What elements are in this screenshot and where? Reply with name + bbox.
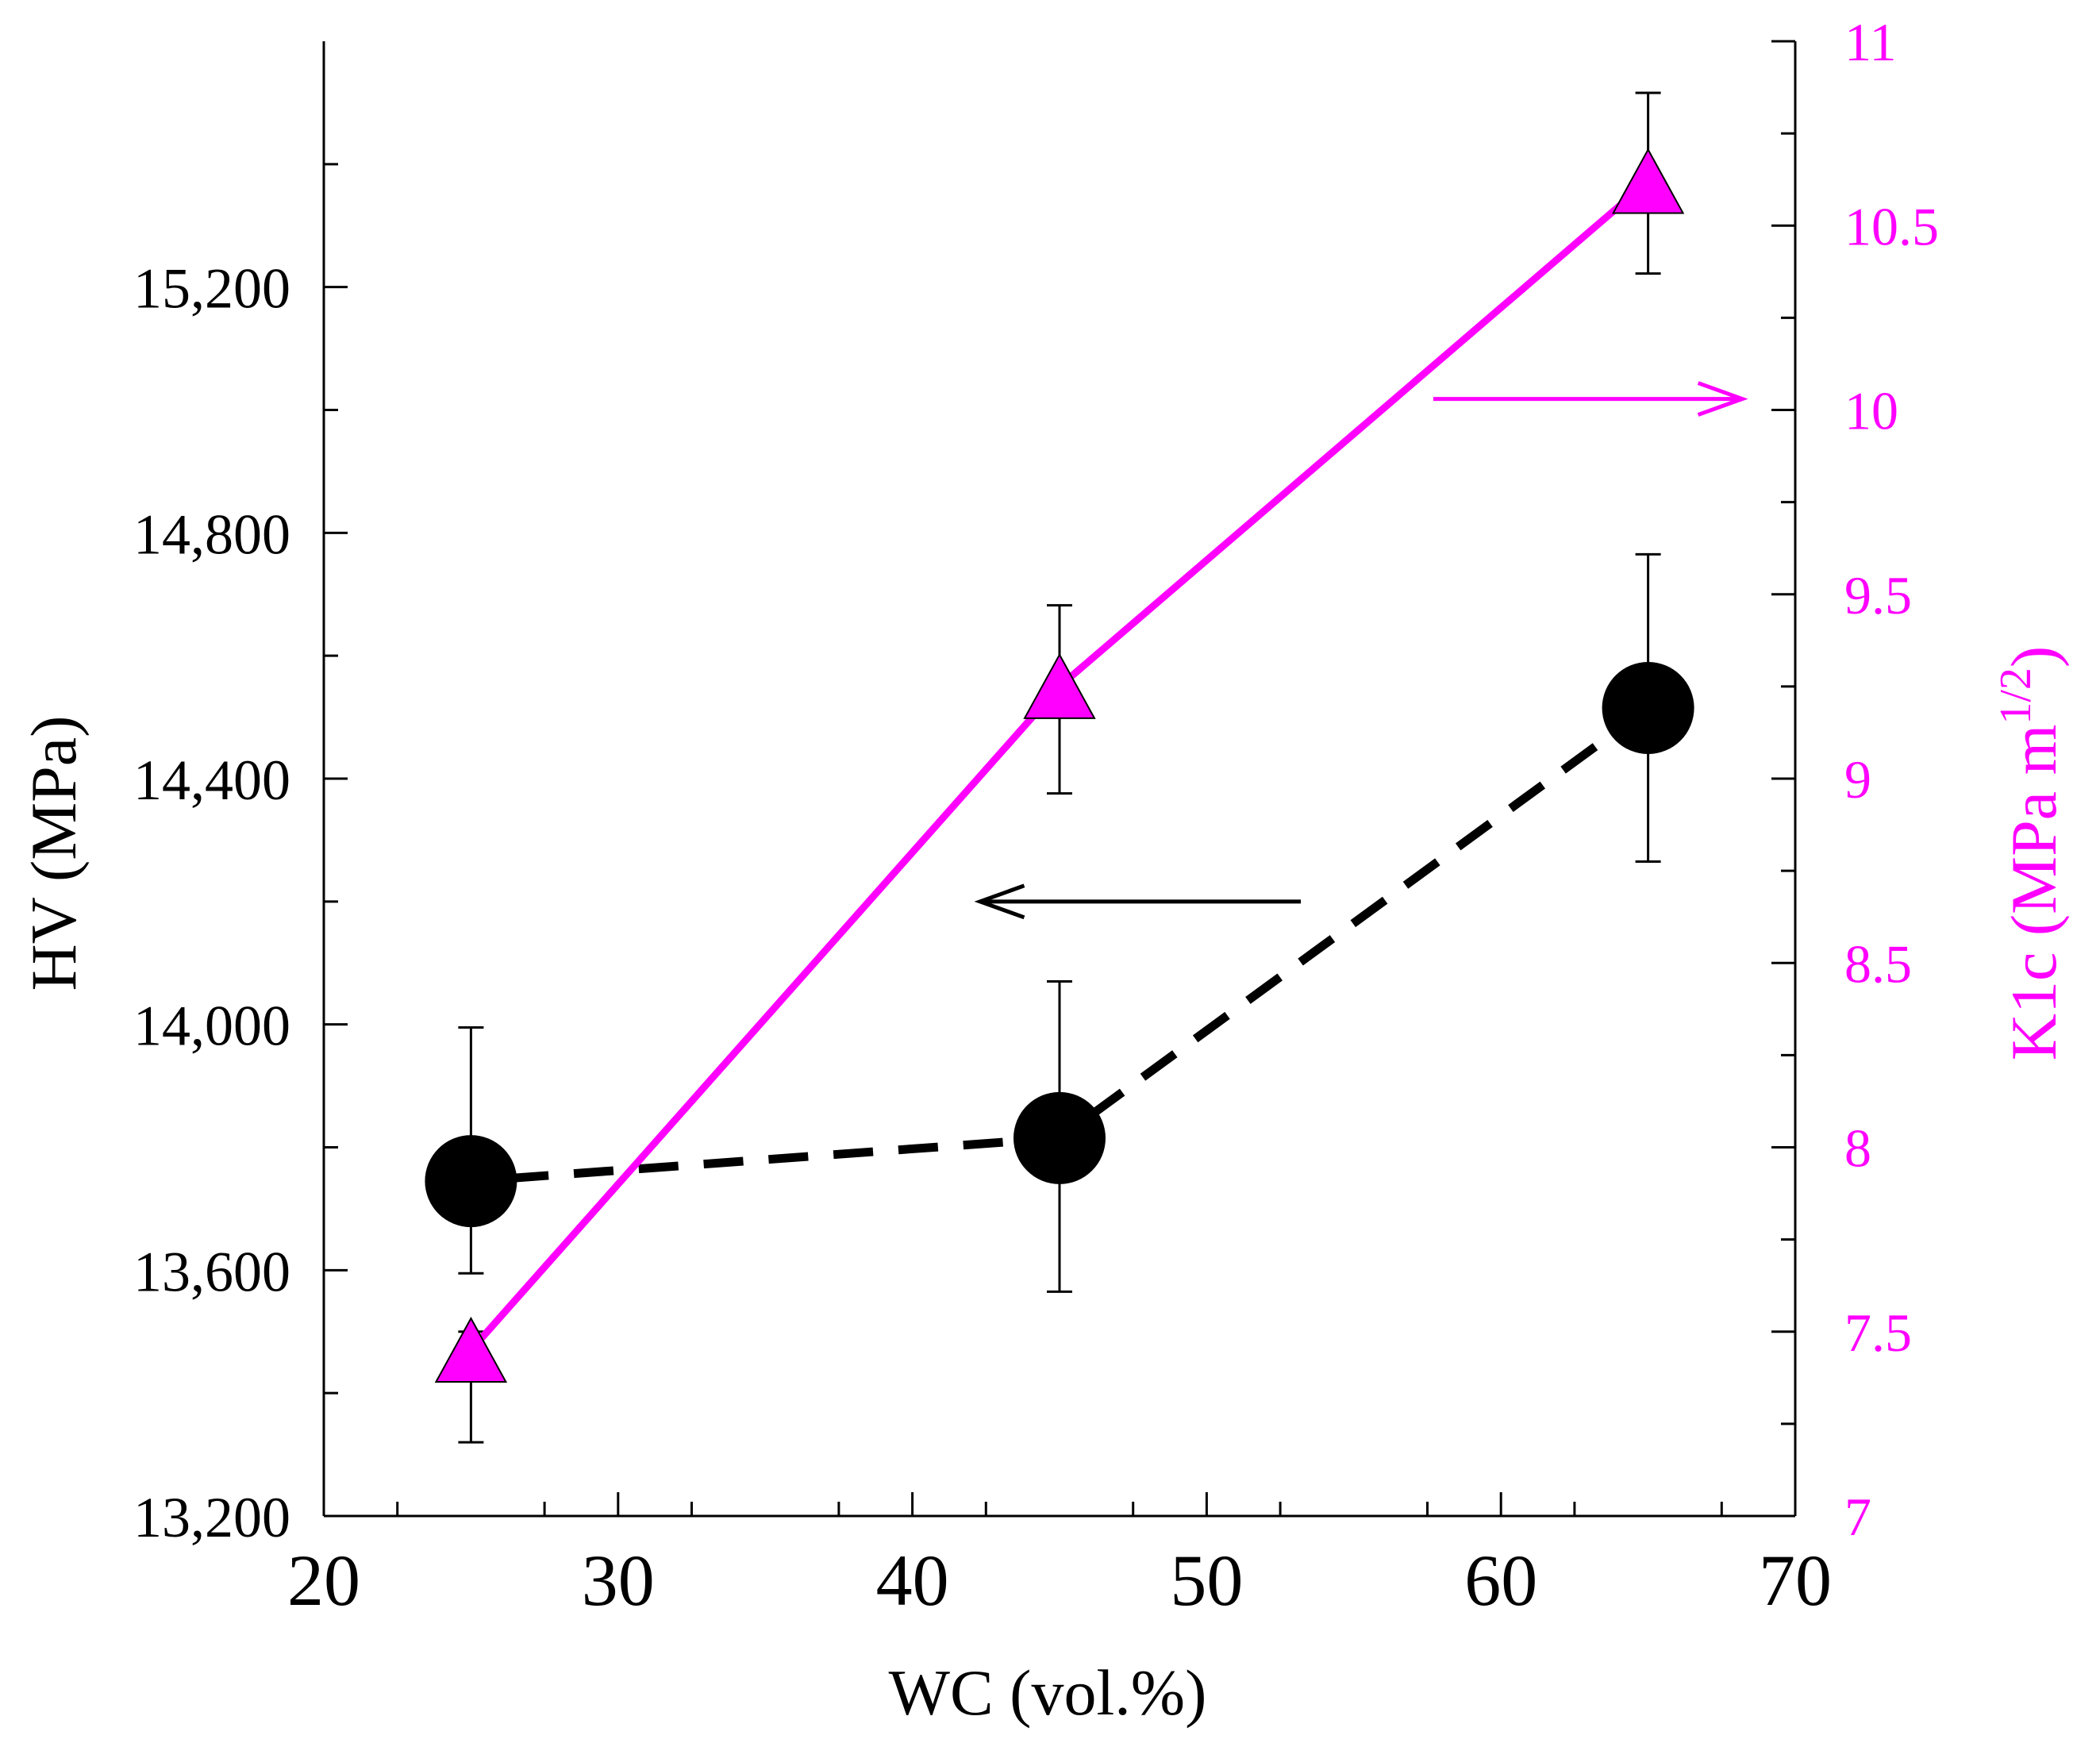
y-left-tick-label: 13,200	[133, 1486, 290, 1549]
hv-line-segment	[508, 1136, 1022, 1183]
hv-point	[425, 1135, 517, 1228]
k1c-point	[434, 1316, 508, 1383]
k1c-point	[1611, 148, 1685, 214]
y-left-axis-title: HV (MPa)	[17, 716, 90, 991]
y-right-title-superscript: 1/2	[1991, 668, 2040, 725]
y-right-tick-label: 8	[1844, 1118, 1871, 1179]
y-right-tick-label: 10.5	[1844, 196, 1939, 256]
y-right-tick-label: 7.5	[1844, 1302, 1912, 1363]
x-tick-label: 50	[1170, 1540, 1243, 1621]
y-right-tick-label: 8.5	[1844, 933, 1912, 994]
y-right-title-tail: )	[1998, 646, 2070, 668]
x-tick-label: 40	[876, 1540, 949, 1621]
axes-group: 20 30 40 50 60 70 13,200 13,600 14,000 14,400 14,8…	[133, 12, 1939, 1621]
series-group	[425, 91, 1694, 1444]
hv-line-segment	[1087, 726, 1621, 1120]
k1c-axis-arrow-head	[1697, 381, 1748, 417]
y-right-tick-label: 9	[1844, 749, 1871, 810]
y-right-tick-label: 10	[1844, 381, 1898, 441]
y-right-axis-title: K1c (MPa m1/2)	[1991, 646, 2070, 1061]
y-right-title-base: K1c (MPa m	[1998, 725, 2070, 1061]
label-group: WC (vol.%) HV (MPa) K1c (MPa m1/2)	[17, 646, 2070, 1729]
y-left-tick-label: 14,800	[133, 502, 290, 566]
y-right-tick-label: 9.5	[1844, 565, 1912, 625]
hv-point	[1013, 1091, 1106, 1184]
y-left-tick-label: 14,000	[133, 995, 290, 1058]
y-right-tick-label: 7	[1844, 1487, 1871, 1547]
x-tick-label: 30	[582, 1540, 655, 1621]
y-left-tick-label: 13,600	[133, 1240, 290, 1303]
y-left-tick-label: 14,400	[133, 748, 290, 812]
y-left-tick-label: 15,200	[133, 257, 290, 321]
hv-point	[1602, 661, 1694, 754]
x-tick-label: 70	[1759, 1540, 1832, 1621]
x-tick-label: 20	[287, 1540, 360, 1621]
annotation-group	[974, 381, 1748, 920]
y-right-tick-label: 11	[1844, 12, 1896, 72]
k1c-point	[1023, 652, 1096, 719]
hv-axis-arrow-head	[974, 883, 1025, 920]
x-tick-label: 60	[1464, 1540, 1537, 1621]
x-axis-title: WC (vol.%)	[889, 1656, 1207, 1729]
